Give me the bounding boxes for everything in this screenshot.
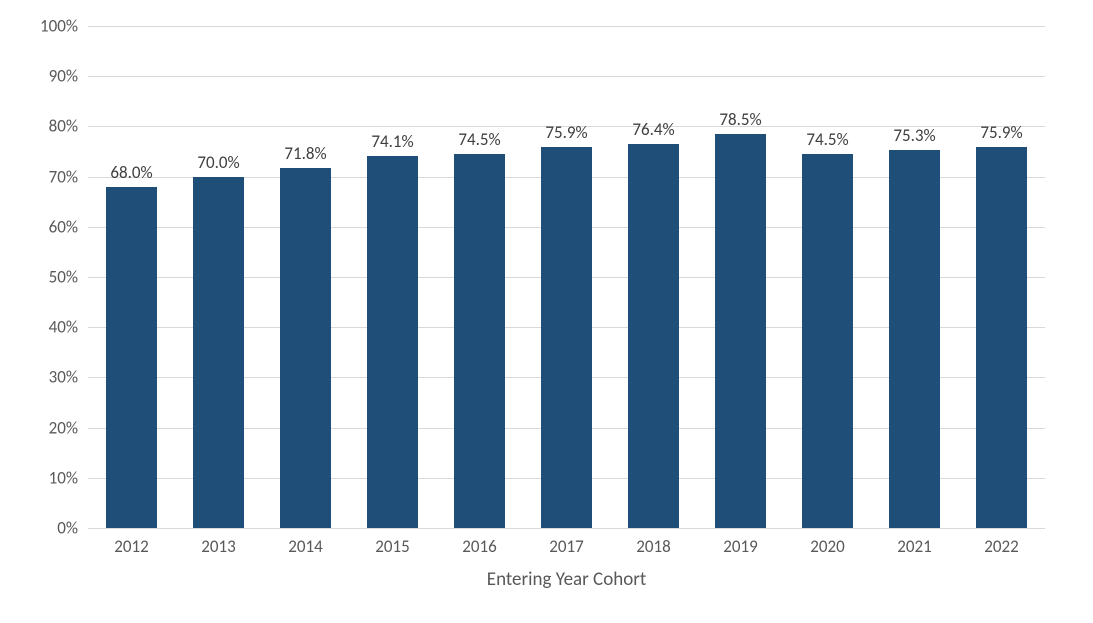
y-tick-label: 20% [49,417,78,438]
bar-chart: 0% 10% 20% 30% 40% 50% 60% 70% 80% 90% 100% 2012 20… [0,0,1093,623]
bar [802,154,852,528]
data-label: 74.1% [371,131,413,152]
bar [193,177,243,528]
x-tick-label: 2013 [201,536,235,557]
data-label: 70.0% [197,152,239,173]
gridline [88,76,1045,77]
bar [367,156,417,528]
x-tick-label: 2017 [549,536,583,557]
y-tick-label: 0% [57,518,78,539]
x-tick-label: 2018 [636,536,670,557]
y-tick-label: 70% [49,166,78,187]
data-label: 74.5% [458,129,500,150]
x-axis-line [88,528,1045,529]
y-tick-label: 50% [49,267,78,288]
x-tick-label: 2019 [723,536,757,557]
x-tick-label: 2016 [462,536,496,557]
x-axis-title: Entering Year Cohort [487,568,646,591]
y-tick-label: 80% [49,116,78,137]
bar [628,144,678,528]
data-label: 74.5% [806,129,848,150]
data-label: 71.8% [284,143,326,164]
bar [976,147,1026,528]
x-tick-label: 2012 [114,536,148,557]
data-label: 75.9% [545,122,587,143]
x-tick-label: 2014 [288,536,322,557]
x-tick-label: 2020 [810,536,844,557]
x-tick-label: 2022 [984,536,1018,557]
y-tick-label: 10% [49,467,78,488]
bar [280,168,330,528]
data-label: 68.0% [110,162,152,183]
x-tick-label: 2021 [897,536,931,557]
data-label: 75.9% [980,122,1022,143]
data-label: 78.5% [719,109,761,130]
bar [715,134,765,528]
bar [106,187,156,528]
y-tick-label: 100% [40,16,78,37]
data-label: 76.4% [632,119,674,140]
x-tick-label: 2015 [375,536,409,557]
y-tick-label: 40% [49,317,78,338]
bar [541,147,591,528]
y-tick-label: 90% [49,66,78,87]
gridline [88,26,1045,27]
bar [454,154,504,528]
data-label: 75.3% [893,125,935,146]
y-tick-label: 30% [49,367,78,388]
y-tick-label: 60% [49,216,78,237]
bar [889,150,939,528]
